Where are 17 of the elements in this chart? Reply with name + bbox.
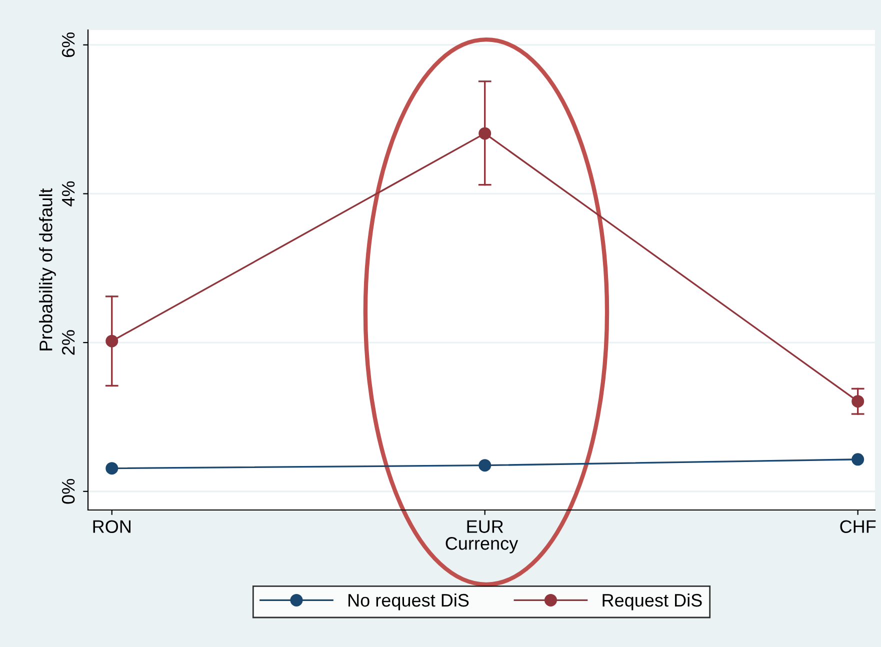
point: [852, 395, 864, 408]
legend-label: No request DiS: [348, 593, 469, 610]
legend-label: Request DiS: [602, 593, 702, 610]
y-tick-label: 0%: [62, 478, 75, 504]
x-tick-label: RON: [93, 520, 130, 533]
y-tick-label: 6%: [62, 32, 75, 58]
point: [852, 453, 864, 466]
y-tick-label: 2%: [62, 330, 75, 355]
x-tick-label: EUR: [467, 520, 504, 533]
x-axis-title: Currency: [446, 537, 518, 554]
point: [478, 127, 492, 140]
point: [106, 334, 118, 348]
y-tick-label: 4%: [62, 181, 75, 206]
y-axis-title: Probability of default: [39, 188, 56, 350]
point: [106, 462, 118, 475]
point: [478, 459, 492, 472]
x-tick-label: CHF: [840, 520, 876, 533]
